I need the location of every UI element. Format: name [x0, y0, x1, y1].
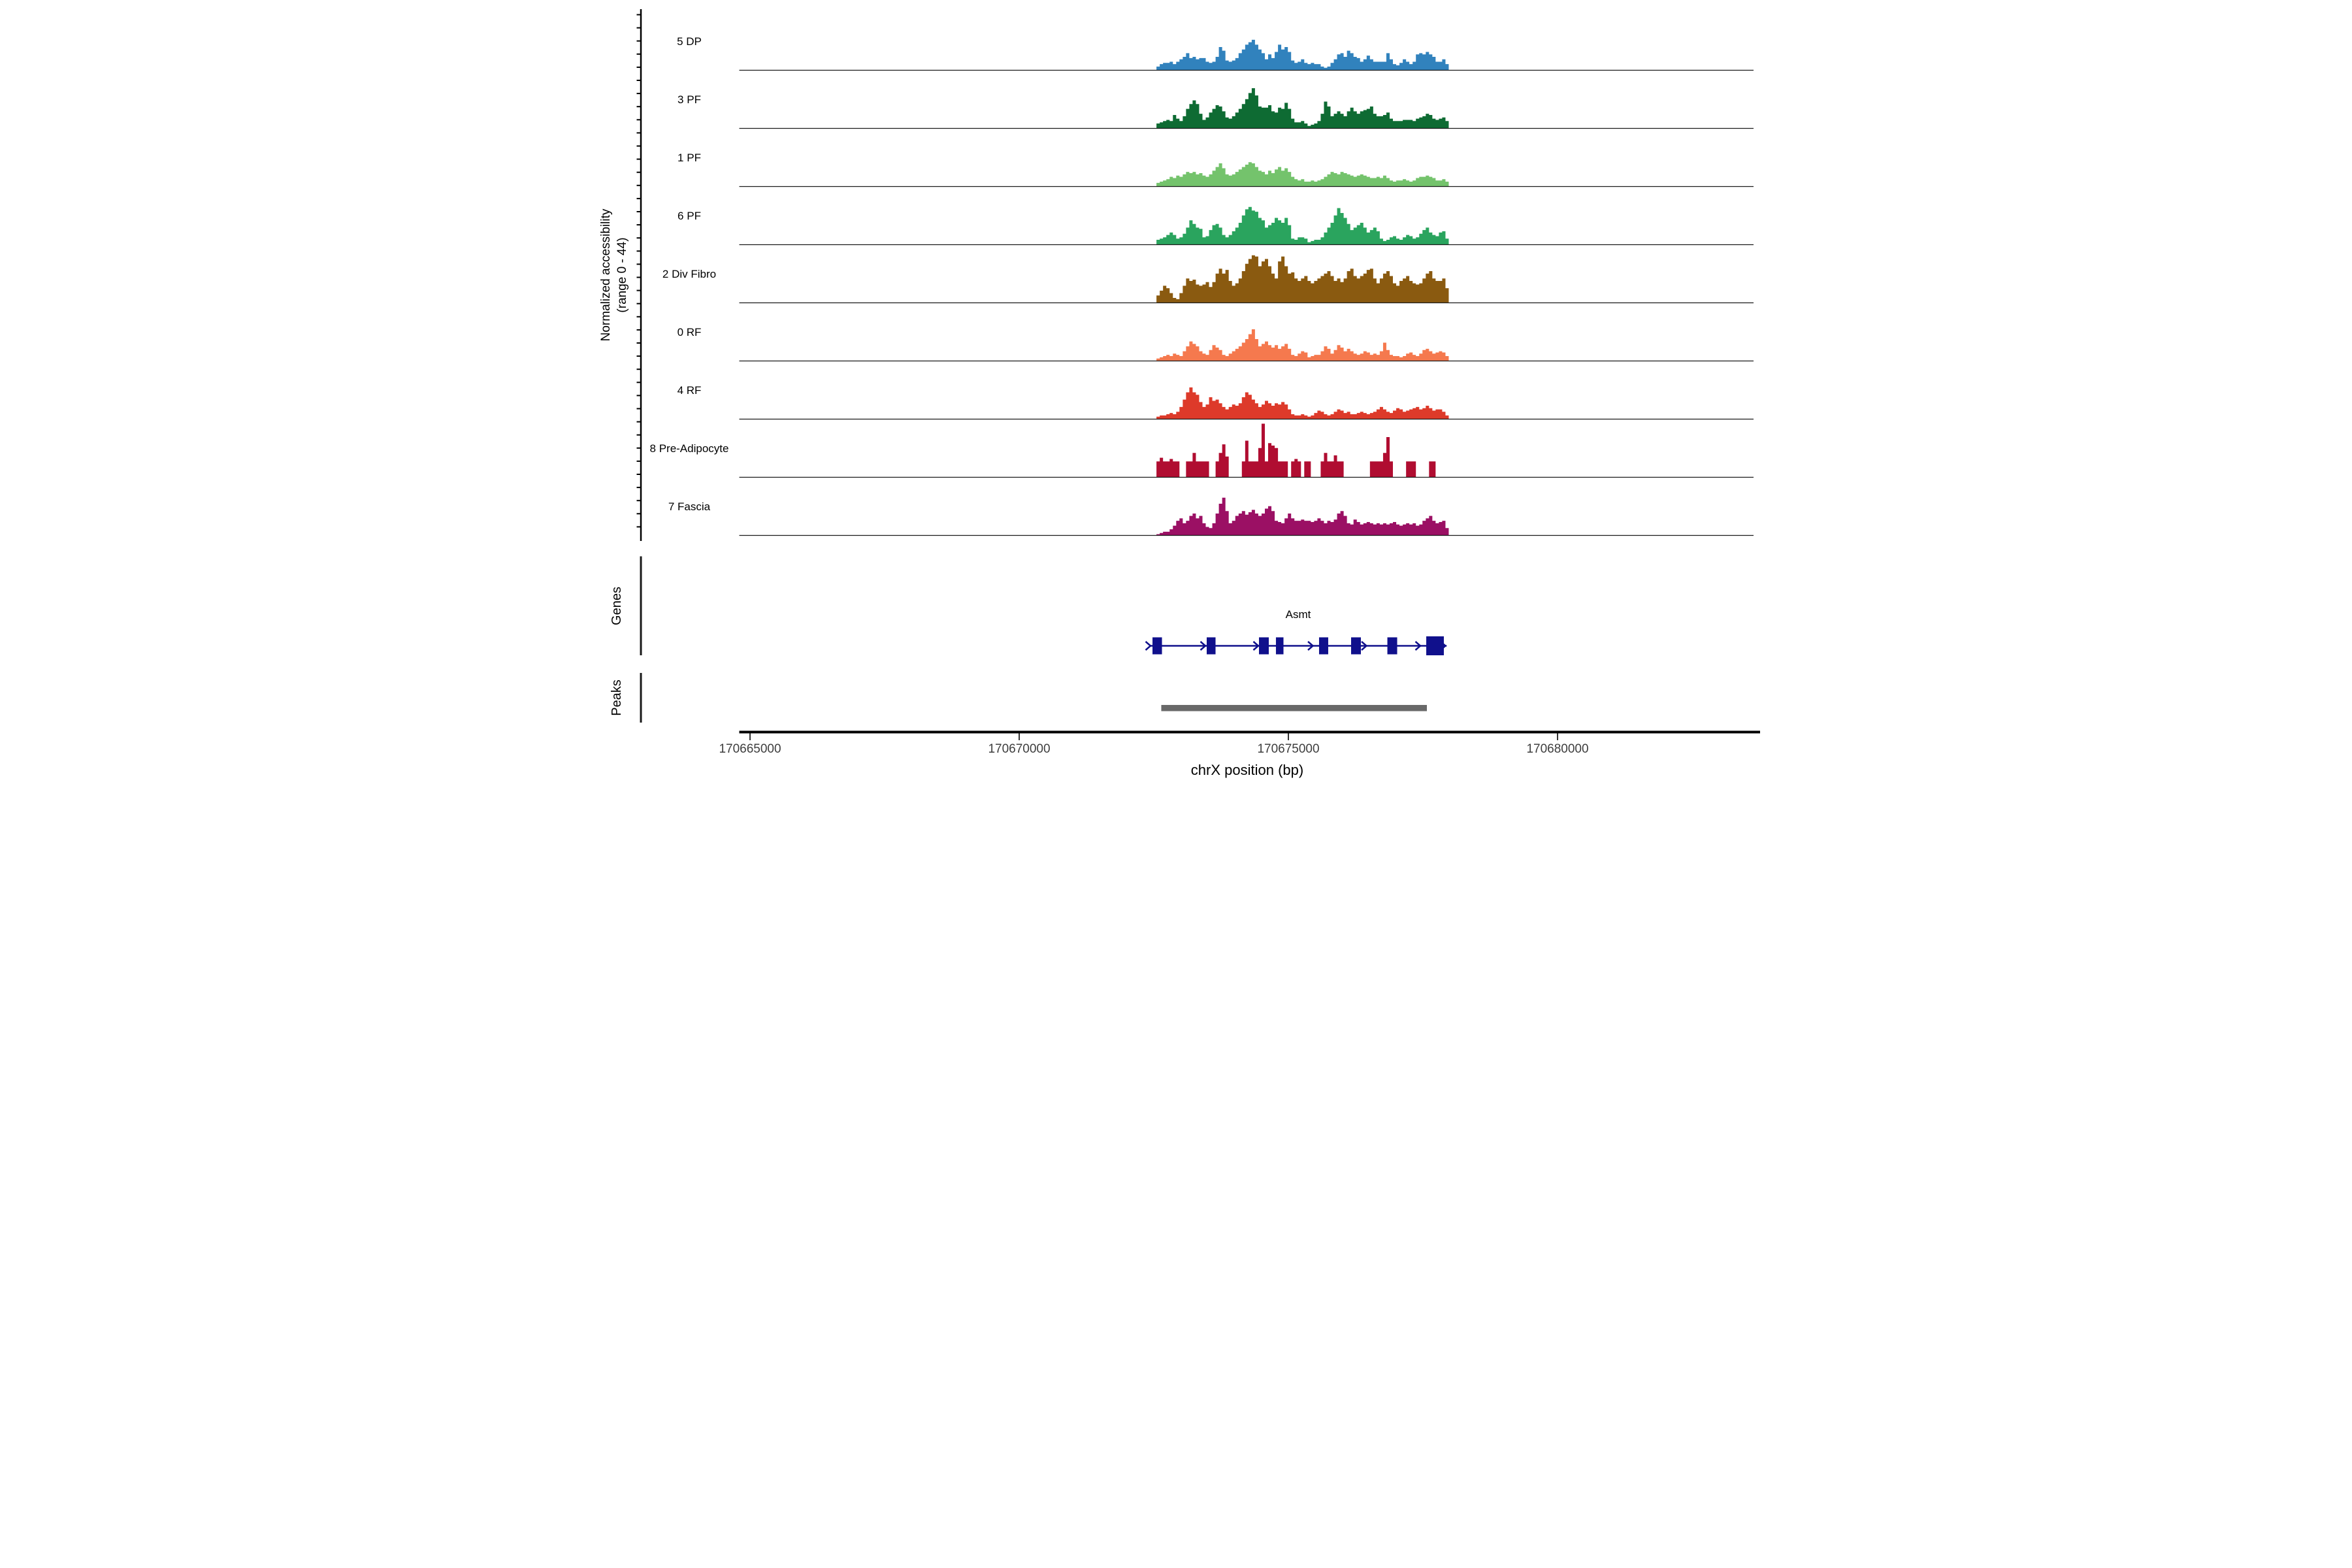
x-axis-tick-label: 170670000 — [988, 742, 1050, 756]
coverage-track-4-rf: 4 RF — [678, 384, 1754, 420]
x-axis-tick-label: 170680000 — [1526, 742, 1588, 756]
track-label: 5 DP — [677, 35, 702, 48]
gene-exon — [1318, 637, 1328, 655]
x-axis: 170665000 170670000 170675000 170680000 — [719, 730, 1760, 756]
coverage-track-8-pre-adipocyte: 8 Pre-Adipocyte — [650, 423, 1754, 478]
coverage-track-0-rf: 0 RF — [678, 326, 1754, 362]
coverage-area — [1156, 387, 1452, 419]
coverage-track-1-pf: 1 PF — [678, 152, 1754, 188]
peaks-row — [1161, 705, 1428, 711]
gene-exon — [1350, 637, 1361, 655]
strand-arrow-icon — [1252, 641, 1260, 651]
x-axis-label: chrX position (bp) — [1191, 762, 1303, 778]
y-axis-label-line2: (range 0 - 44) — [615, 237, 629, 312]
coverage-area — [1156, 423, 1452, 478]
gene-exon — [1426, 636, 1444, 655]
coverage-area — [1156, 88, 1452, 129]
peak-interval-bar — [1161, 705, 1428, 711]
gene-model — [1145, 636, 1447, 655]
strand-arrow-icon — [1200, 641, 1207, 651]
strand-arrow-icon — [1414, 641, 1422, 651]
y-axis — [636, 9, 642, 541]
track-label: 8 Pre-Adipocyte — [650, 442, 729, 455]
x-axis-tick-label: 170665000 — [719, 742, 781, 756]
gene-exon — [1206, 637, 1216, 655]
coverage-plot-figure: Normalized accessibility (range 0 - 44) … — [588, 0, 1764, 784]
coverage-track-2-div-fibro: 2 Div Fibro — [662, 255, 1754, 304]
peaks-section-label: Peaks — [610, 679, 624, 716]
track-label: 2 Div Fibro — [662, 268, 716, 280]
track-label: 3 PF — [678, 93, 701, 106]
coverage-track-5-dp: 5 DP — [677, 35, 1754, 71]
y-axis-label-line1: Normalized accessibility — [599, 208, 613, 341]
gene-exon — [1387, 637, 1397, 655]
strand-arrow-icon — [1145, 641, 1152, 651]
track-label: 7 Fascia — [668, 500, 711, 513]
coverage-area — [1156, 329, 1452, 361]
track-label: 6 PF — [678, 210, 701, 222]
track-label: 1 PF — [678, 152, 701, 164]
coverage-area — [1156, 162, 1452, 187]
gene-name-label: Asmt — [1286, 608, 1311, 621]
gene-exon — [1259, 637, 1269, 655]
gene-exon — [1275, 637, 1284, 655]
gene-exon — [1152, 637, 1162, 655]
coverage-area — [1156, 497, 1452, 536]
coverage-track-6-pf: 6 PF — [678, 206, 1754, 246]
coverage-area — [1156, 255, 1452, 303]
coverage-plot: Normalized accessibility (range 0 - 44) … — [588, 0, 1764, 784]
track-label: 4 RF — [678, 384, 702, 397]
coverage-tracks: 5 DP 3 PF 1 PF 6 PF 2 Div Fibro 0 RF 4 RF 8 Pre… — [650, 35, 1754, 536]
coverage-area — [1156, 206, 1452, 245]
track-label: 0 RF — [678, 326, 702, 338]
strand-arrow-icon — [1361, 641, 1368, 651]
coverage-area — [1156, 39, 1452, 71]
x-axis-tick-label: 170675000 — [1257, 742, 1319, 756]
coverage-track-7-fascia: 7 Fascia — [668, 497, 1754, 536]
genes-section-label: Genes — [610, 587, 624, 625]
strand-arrow-icon — [1307, 641, 1315, 651]
coverage-track-3-pf: 3 PF — [678, 88, 1754, 129]
